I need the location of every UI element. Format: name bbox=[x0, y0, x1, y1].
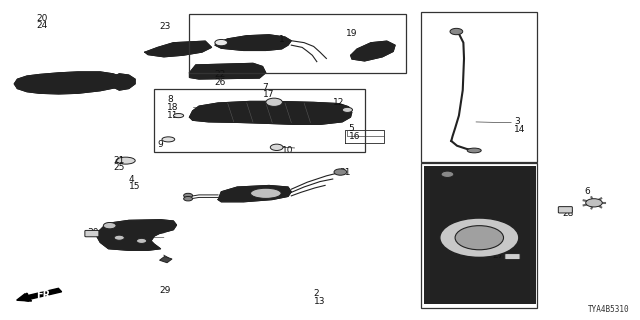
Text: 28: 28 bbox=[562, 209, 573, 219]
Text: 26: 26 bbox=[215, 78, 226, 87]
Text: 30: 30 bbox=[88, 228, 99, 237]
Text: 21: 21 bbox=[113, 156, 124, 164]
Polygon shape bbox=[189, 63, 266, 79]
Text: 4: 4 bbox=[129, 174, 134, 184]
Text: 1: 1 bbox=[278, 35, 284, 44]
Circle shape bbox=[441, 171, 454, 178]
Bar bbox=[420, 163, 538, 308]
Polygon shape bbox=[189, 101, 352, 124]
Circle shape bbox=[103, 222, 116, 229]
FancyBboxPatch shape bbox=[505, 253, 520, 260]
Polygon shape bbox=[145, 41, 212, 57]
Circle shape bbox=[450, 28, 463, 35]
Circle shape bbox=[455, 226, 504, 250]
Circle shape bbox=[586, 199, 602, 207]
Text: 11: 11 bbox=[167, 111, 179, 120]
Text: 25: 25 bbox=[113, 164, 124, 172]
Circle shape bbox=[266, 98, 282, 106]
Text: 31: 31 bbox=[339, 168, 351, 177]
Polygon shape bbox=[113, 74, 135, 90]
Text: 10: 10 bbox=[282, 146, 293, 155]
Circle shape bbox=[342, 107, 353, 112]
Text: 29: 29 bbox=[159, 285, 171, 295]
Polygon shape bbox=[14, 72, 125, 94]
Ellipse shape bbox=[250, 188, 281, 198]
Circle shape bbox=[184, 196, 193, 201]
Circle shape bbox=[334, 169, 347, 175]
Text: 9: 9 bbox=[157, 140, 163, 148]
FancyArrow shape bbox=[17, 288, 61, 301]
Text: 17: 17 bbox=[262, 91, 274, 100]
Circle shape bbox=[440, 218, 519, 257]
Bar bbox=[420, 12, 538, 162]
Text: 16: 16 bbox=[349, 132, 360, 141]
Text: 12: 12 bbox=[333, 99, 344, 108]
Text: 19: 19 bbox=[346, 28, 357, 38]
Bar bbox=[154, 89, 365, 152]
Text: 15: 15 bbox=[129, 182, 140, 191]
Polygon shape bbox=[218, 185, 291, 202]
Ellipse shape bbox=[173, 114, 184, 118]
FancyBboxPatch shape bbox=[558, 207, 572, 213]
Polygon shape bbox=[96, 220, 177, 251]
Text: 18: 18 bbox=[167, 103, 179, 112]
FancyBboxPatch shape bbox=[85, 230, 99, 237]
Text: 6: 6 bbox=[584, 187, 590, 196]
Circle shape bbox=[270, 144, 283, 150]
Text: 22: 22 bbox=[215, 70, 226, 79]
Ellipse shape bbox=[162, 137, 175, 142]
Text: 13: 13 bbox=[314, 297, 325, 306]
Text: 20: 20 bbox=[36, 14, 48, 23]
Text: 3: 3 bbox=[515, 117, 520, 126]
Bar bbox=[189, 14, 406, 73]
Circle shape bbox=[114, 235, 124, 240]
Polygon shape bbox=[215, 35, 291, 51]
Text: 7: 7 bbox=[262, 83, 268, 92]
Polygon shape bbox=[351, 41, 395, 61]
Text: 24: 24 bbox=[36, 21, 48, 30]
Text: 5: 5 bbox=[349, 124, 355, 133]
Circle shape bbox=[184, 193, 193, 198]
Ellipse shape bbox=[467, 148, 481, 153]
Text: 2: 2 bbox=[314, 289, 319, 298]
Circle shape bbox=[215, 39, 228, 46]
Text: 14: 14 bbox=[515, 125, 525, 134]
Polygon shape bbox=[424, 166, 536, 303]
Text: 8: 8 bbox=[167, 95, 173, 104]
Text: FR.: FR. bbox=[36, 290, 54, 300]
Ellipse shape bbox=[116, 157, 135, 164]
Circle shape bbox=[136, 238, 147, 244]
Text: TYA4B5310: TYA4B5310 bbox=[588, 305, 629, 314]
Text: 23: 23 bbox=[159, 22, 171, 31]
Text: 27: 27 bbox=[492, 251, 504, 260]
